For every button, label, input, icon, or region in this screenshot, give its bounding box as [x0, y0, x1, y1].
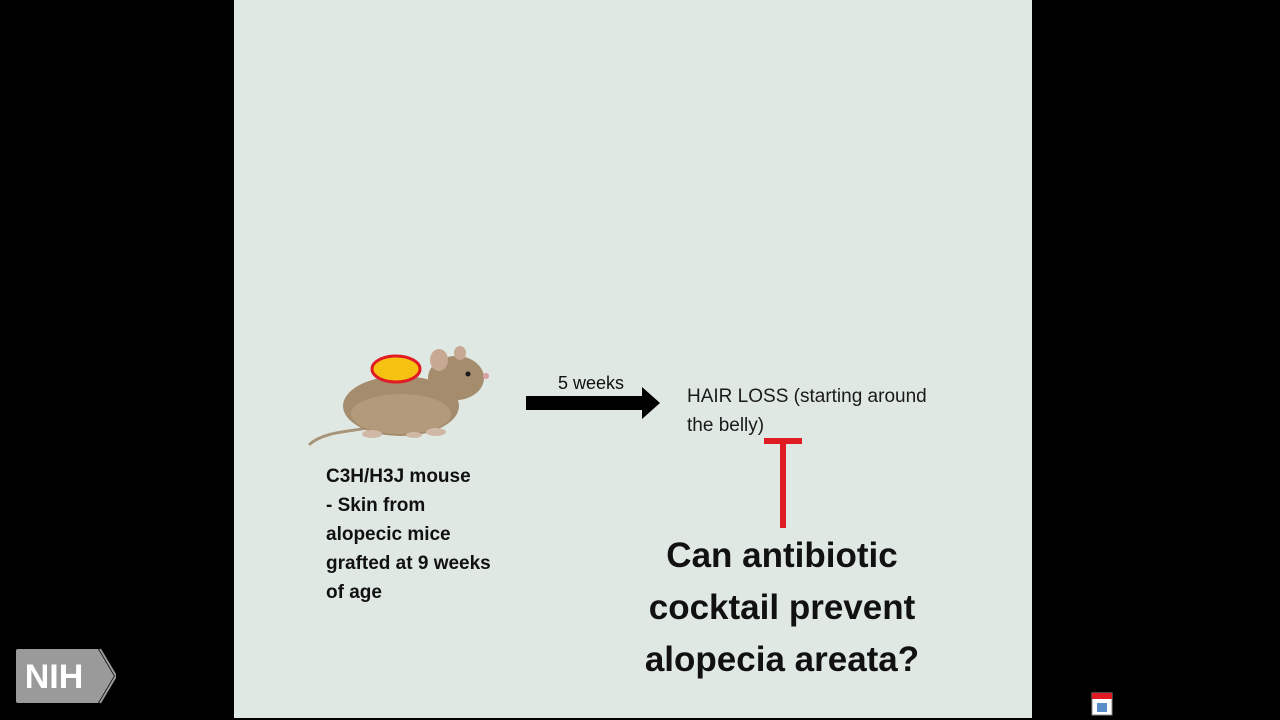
mouse-caption-line: alopecic mice: [326, 524, 451, 545]
presentation-slide: C3H/H3J mouse - Skin from alopecic mice …: [234, 0, 1032, 718]
right-arrow-icon: [526, 387, 660, 419]
mouse-caption-line: - Skin from: [326, 495, 426, 516]
question-line: cocktail prevent: [648, 588, 916, 627]
nih-logo-text: NIH: [25, 658, 84, 696]
outcome-text: HAIR LOSS (starting around the belly): [687, 382, 967, 440]
question-line: Can antibiotic: [666, 536, 898, 575]
mouse-illustration: [308, 346, 489, 446]
arrow-label: 5 weeks: [558, 373, 625, 393]
nih-logo: NIH: [16, 648, 116, 704]
app-icon[interactable]: [1091, 692, 1113, 716]
outcome-line: HAIR LOSS (starting around: [687, 386, 927, 407]
question-line: alopecia areata?: [644, 640, 920, 679]
mouse-caption-line: C3H/H3J mouse: [326, 466, 471, 487]
outcome-line: the belly): [687, 415, 765, 436]
graft-site-oval: [370, 354, 422, 384]
inhibition-t-icon: [764, 438, 802, 528]
mouse-caption-line: of age: [326, 582, 382, 603]
research-question: Can antibiotic cocktail prevent alopecia…: [624, 530, 940, 686]
mouse-caption-line: grafted at 9 weeks: [326, 553, 491, 574]
mouse-caption: C3H/H3J mouse - Skin from alopecic mice …: [326, 462, 526, 607]
